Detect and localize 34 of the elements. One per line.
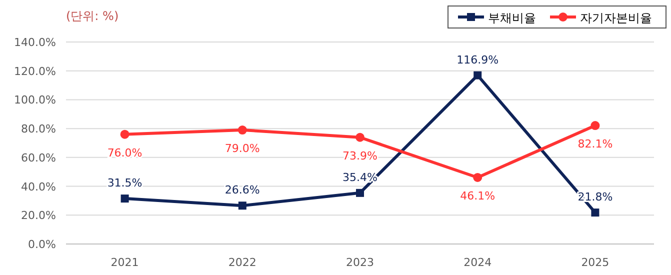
data-label: 82.1%	[578, 138, 613, 151]
x-tick-label: 2022	[228, 256, 256, 269]
data-label: 46.1%	[460, 189, 496, 202]
x-tick-label: 2021	[110, 256, 139, 269]
y-tick-label: 0.0%	[28, 238, 56, 251]
data-label: 79.0%	[224, 142, 260, 156]
y-tick-label: 80.0%	[21, 122, 56, 136]
point	[473, 172, 482, 182]
point	[590, 121, 600, 130]
x-tick-label: 2023	[346, 256, 374, 269]
y-tick-label: 40.0%	[21, 180, 56, 194]
point	[356, 188, 364, 197]
point	[120, 194, 129, 203]
point	[356, 132, 364, 142]
data-label: 73.9%	[342, 149, 378, 162]
point	[238, 202, 246, 210]
legend-label: 자기자본비율	[580, 11, 652, 25]
data-label: 116.9%	[456, 53, 499, 66]
point	[120, 130, 130, 139]
y-tick-label: 60.0%	[21, 151, 56, 164]
x-tick-label: 2025	[581, 256, 610, 269]
data-label: 76.0%	[107, 146, 142, 160]
y-tick-label: 100.0%	[14, 94, 56, 107]
data-label: 26.6%	[224, 184, 260, 197]
data-label: 31.5%	[107, 176, 142, 190]
y-tick-label: 20.0%	[21, 209, 56, 222]
text: (단위: %)	[66, 9, 119, 23]
x-tick-label: 2024	[464, 256, 492, 269]
point	[474, 71, 482, 80]
point	[238, 126, 247, 135]
point	[591, 208, 600, 217]
legend-label: 부채비율	[488, 11, 536, 25]
y-tick-label: 140.0%	[14, 36, 56, 49]
y-tick-label: 120.0%	[14, 64, 56, 78]
